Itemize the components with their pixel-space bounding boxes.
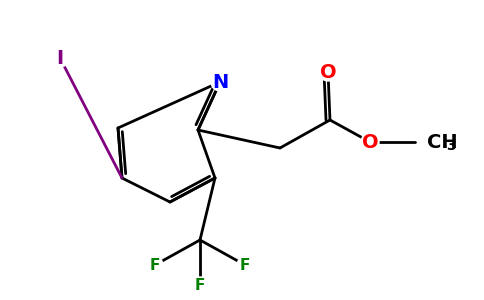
Circle shape <box>319 63 337 81</box>
Text: I: I <box>57 49 63 68</box>
Text: O: O <box>362 133 378 152</box>
Text: F: F <box>240 257 250 272</box>
Text: F: F <box>150 257 160 272</box>
Circle shape <box>147 257 163 273</box>
Text: N: N <box>212 73 228 92</box>
Text: CH: CH <box>427 133 458 152</box>
Text: F: F <box>195 278 205 292</box>
Circle shape <box>361 133 379 151</box>
Text: O: O <box>320 62 336 82</box>
Circle shape <box>211 73 229 91</box>
Circle shape <box>192 277 208 293</box>
Circle shape <box>237 257 253 273</box>
Text: 3: 3 <box>446 139 455 153</box>
Circle shape <box>51 49 69 67</box>
